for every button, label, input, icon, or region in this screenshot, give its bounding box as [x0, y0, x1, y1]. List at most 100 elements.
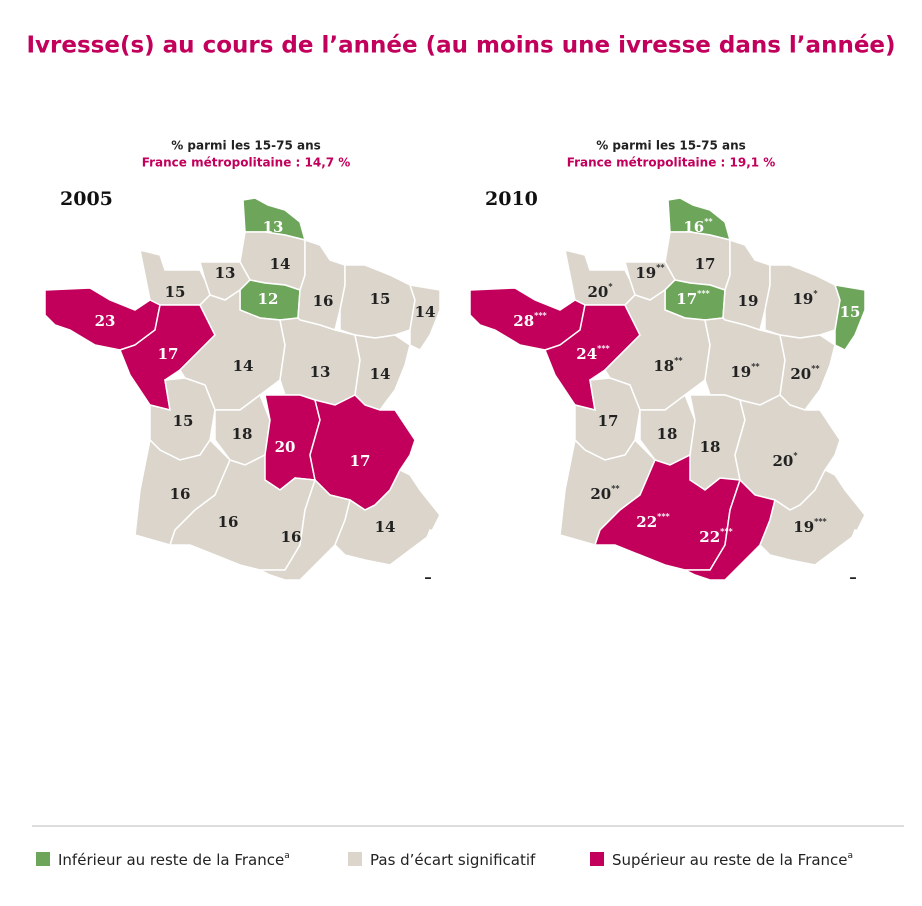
value: 18 — [657, 425, 678, 443]
region-value: 14 — [270, 255, 291, 273]
map-average: France métropolitaine : 19,1 % — [567, 156, 776, 170]
value: 14 — [233, 357, 254, 375]
region — [759, 468, 866, 566]
significance: *** — [720, 526, 733, 536]
value: 17 — [158, 345, 179, 363]
value: 16 — [170, 485, 191, 503]
label: Supérieur au reste de la France — [612, 851, 848, 869]
value: 15 — [165, 283, 186, 301]
value: 20 — [587, 283, 608, 301]
legend-label: Pas d’écart significatif — [370, 851, 536, 869]
legend-swatch — [348, 852, 362, 866]
region — [334, 468, 441, 566]
value: 28 — [513, 312, 534, 330]
value: 17 — [350, 452, 371, 470]
value: 17 — [676, 290, 697, 308]
region-value: 20** — [590, 483, 620, 503]
region-value: 16 — [313, 292, 334, 310]
region-value: 20 — [275, 438, 296, 456]
region-value: 15 — [370, 290, 391, 308]
region-value: 17 — [598, 412, 619, 430]
significance: ** — [811, 363, 820, 373]
significance: *** — [697, 288, 710, 298]
value: 14 — [375, 518, 396, 536]
region-value: 17 — [695, 255, 716, 273]
legend-swatch — [590, 852, 604, 866]
region-value: 19** — [635, 262, 665, 282]
region — [722, 238, 771, 331]
map-year: 2005 — [60, 188, 113, 210]
region-value: 18 — [657, 425, 678, 443]
region-value: 15 — [173, 412, 194, 430]
value: 16 — [218, 513, 239, 531]
value: 20 — [790, 365, 811, 383]
value: 20 — [772, 452, 793, 470]
map: 13 14 13 15 12 16 15 14 23 17 14 13 14 15 18 20 17 16 16 16… — [44, 197, 443, 612]
significance: ** — [704, 216, 713, 226]
significance: *** — [597, 343, 610, 353]
significance: *** — [534, 310, 547, 320]
value: 22 — [699, 528, 720, 546]
region-value: 22*** — [699, 526, 733, 546]
value: – — [849, 568, 857, 586]
region-value: – — [849, 568, 857, 586]
value: 13 — [215, 264, 236, 282]
value: 15 — [370, 290, 391, 308]
value: 22 — [636, 513, 657, 531]
region-value: 14 — [375, 518, 396, 536]
value: 20 — [275, 438, 296, 456]
value: 15 — [173, 412, 194, 430]
region — [354, 334, 411, 411]
value: 24 — [576, 345, 597, 363]
region — [179, 288, 286, 411]
title: Ivresse(s) au cours de l’année (au moins… — [26, 33, 895, 59]
region-value: – — [424, 568, 432, 586]
region-value: 16 — [170, 485, 191, 503]
region-value: 17 — [350, 452, 371, 470]
value: 14 — [370, 365, 391, 383]
region — [839, 529, 868, 612]
value: 23 — [95, 312, 116, 330]
value: 19 — [793, 518, 814, 536]
map-subtitle: % parmi les 15-75 ans — [171, 139, 321, 153]
significance: * — [608, 281, 613, 291]
map-average: France métropolitaine : 14,7 % — [142, 156, 351, 170]
region — [408, 284, 441, 351]
region-value: 18** — [653, 355, 683, 375]
map-year: 2010 — [485, 188, 538, 210]
value: 17 — [695, 255, 716, 273]
note: a — [284, 851, 290, 861]
value: 18 — [232, 425, 253, 443]
value: 13 — [310, 363, 331, 381]
legend-label: Supérieur au reste de la Francea — [612, 851, 853, 869]
value: 19 — [792, 290, 813, 308]
region-value: 22*** — [636, 511, 670, 531]
value: 17 — [598, 412, 619, 430]
legend-swatch — [36, 852, 50, 866]
region-value: 18 — [232, 425, 253, 443]
label: Pas d’écart significatif — [370, 851, 536, 869]
region-value: 19*** — [793, 516, 827, 536]
value: 14 — [415, 303, 436, 321]
value: 19 — [635, 264, 656, 282]
value: 13 — [263, 218, 284, 236]
value: 19 — [730, 363, 751, 381]
value: – — [424, 568, 432, 586]
significance: *** — [657, 511, 670, 521]
map-subtitle: % parmi les 15-75 ans — [596, 139, 746, 153]
region-value: 23 — [95, 312, 116, 330]
value: 16 — [281, 528, 302, 546]
value: 18 — [700, 438, 721, 456]
region-value: 19 — [738, 292, 759, 310]
region-value: 20* — [772, 450, 798, 470]
region-value: 15 — [165, 283, 186, 301]
region — [604, 288, 711, 411]
region — [297, 238, 346, 331]
region-value: 13 — [310, 363, 331, 381]
region-value: 16 — [281, 528, 302, 546]
value: 20 — [590, 485, 611, 503]
region-value: 19** — [730, 361, 760, 381]
